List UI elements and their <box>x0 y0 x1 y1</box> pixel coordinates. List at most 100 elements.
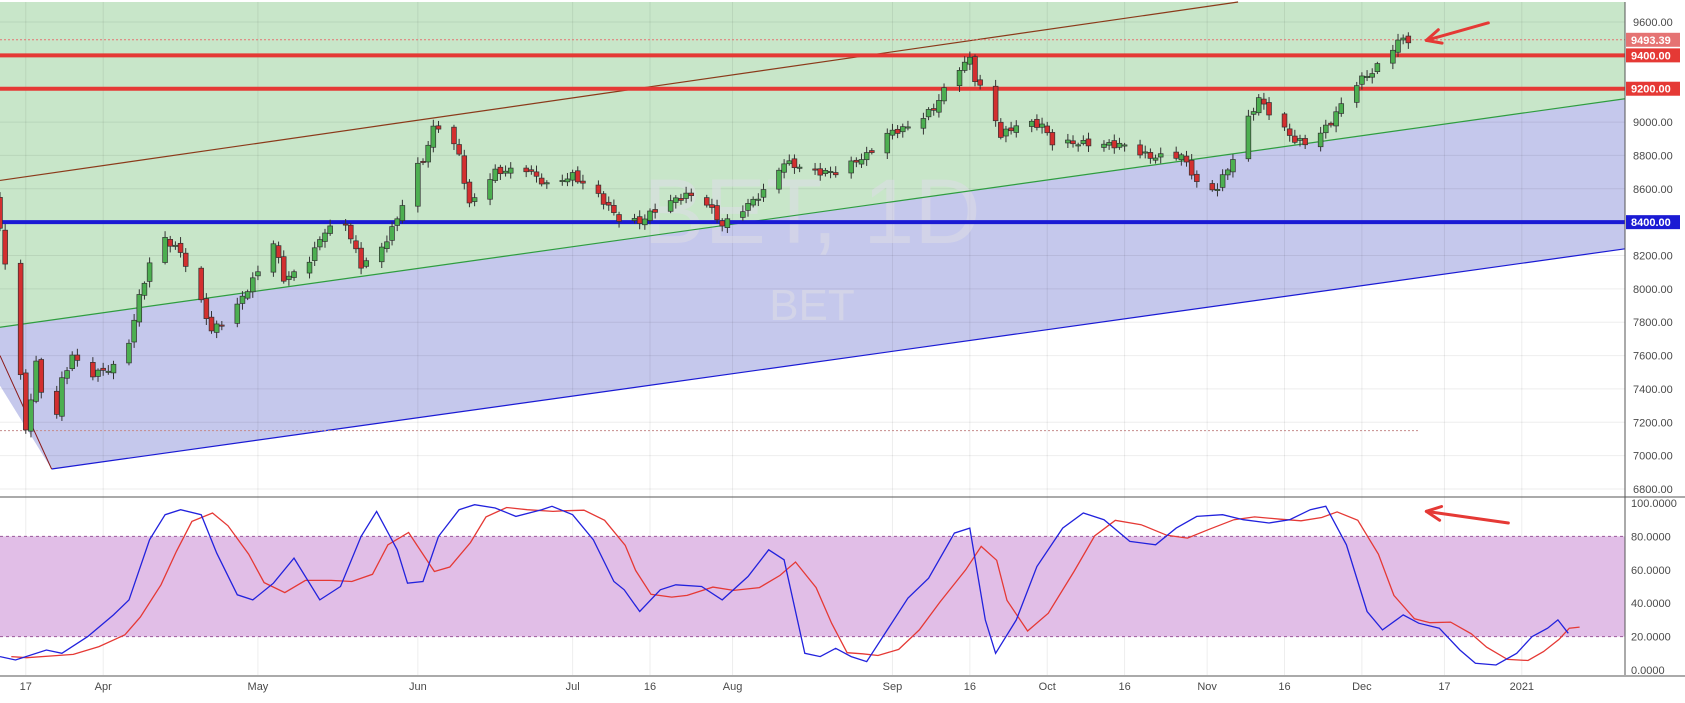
candle[interactable] <box>528 165 535 175</box>
candle[interactable] <box>471 193 478 207</box>
candle[interactable] <box>900 123 906 138</box>
candle[interactable] <box>363 257 370 269</box>
candle[interactable] <box>502 165 509 177</box>
candle[interactable] <box>1085 132 1092 152</box>
candle[interactable] <box>1225 168 1231 180</box>
candle[interactable] <box>1250 107 1257 121</box>
candle[interactable] <box>595 180 602 198</box>
candle[interactable] <box>394 216 400 232</box>
candle[interactable] <box>451 124 457 150</box>
candle[interactable] <box>198 266 204 303</box>
candle[interactable] <box>1147 148 1154 164</box>
candle[interactable] <box>719 218 725 232</box>
candle[interactable] <box>1374 61 1381 75</box>
candle[interactable] <box>286 271 292 286</box>
candle[interactable] <box>17 259 24 380</box>
candle[interactable] <box>600 191 607 210</box>
candle[interactable] <box>105 365 112 375</box>
candle[interactable] <box>33 355 39 404</box>
candle[interactable] <box>182 248 189 273</box>
candle[interactable] <box>858 153 865 168</box>
candle[interactable] <box>925 107 932 121</box>
candle[interactable] <box>832 166 839 178</box>
candle[interactable] <box>1214 183 1221 197</box>
candle[interactable] <box>219 321 225 331</box>
candle[interactable] <box>322 228 328 248</box>
trend-line-middle[interactable] <box>0 98 1626 328</box>
candle[interactable] <box>435 120 442 133</box>
candle[interactable] <box>270 240 277 277</box>
candle[interactable] <box>38 357 45 399</box>
candle[interactable] <box>1317 126 1324 152</box>
candle[interactable] <box>244 289 251 301</box>
stochastic-pane[interactable] <box>0 496 1685 666</box>
candle[interactable] <box>559 174 566 186</box>
candle[interactable] <box>1328 121 1334 128</box>
candle[interactable] <box>564 172 571 187</box>
candle[interactable] <box>1297 134 1303 147</box>
candle[interactable] <box>250 272 256 298</box>
candle[interactable] <box>280 250 287 284</box>
candle[interactable] <box>848 156 854 179</box>
candle[interactable] <box>1219 169 1226 192</box>
candle[interactable] <box>812 162 818 175</box>
candle[interactable] <box>977 74 983 90</box>
candle[interactable] <box>327 219 333 236</box>
candle[interactable] <box>760 183 767 202</box>
candle[interactable] <box>1333 106 1339 133</box>
candle[interactable] <box>0 192 3 232</box>
candle[interactable] <box>1230 154 1236 178</box>
candle[interactable] <box>95 368 101 382</box>
candle[interactable] <box>136 289 143 327</box>
candle[interactable] <box>776 167 782 194</box>
candle[interactable] <box>869 148 875 155</box>
candle[interactable] <box>1070 135 1076 148</box>
candle[interactable] <box>203 293 210 325</box>
candle[interactable] <box>709 198 715 214</box>
candle[interactable] <box>461 149 468 190</box>
candle[interactable] <box>1028 119 1035 133</box>
candle[interactable] <box>64 367 70 385</box>
candle[interactable] <box>59 371 65 421</box>
candle[interactable] <box>1116 137 1123 150</box>
candle[interactable] <box>889 123 896 140</box>
candle[interactable] <box>1261 92 1267 110</box>
candle[interactable] <box>822 167 829 177</box>
candle[interactable] <box>399 199 406 224</box>
candle[interactable] <box>208 311 215 334</box>
candle[interactable] <box>1003 125 1009 143</box>
candle[interactable] <box>1359 72 1365 90</box>
candle[interactable] <box>740 205 746 221</box>
candle[interactable] <box>1137 139 1143 159</box>
candle[interactable] <box>930 103 937 116</box>
candle[interactable] <box>523 165 529 178</box>
candle[interactable] <box>786 154 793 166</box>
candle[interactable] <box>616 211 622 228</box>
candle[interactable] <box>90 357 96 381</box>
stoch-d-line[interactable] <box>11 506 1580 662</box>
candle[interactable] <box>358 242 364 275</box>
candle[interactable] <box>507 162 514 179</box>
candle[interactable] <box>53 385 60 419</box>
candle[interactable] <box>667 194 674 214</box>
trend-line-upper_parallel[interactable] <box>0 1 1239 182</box>
candle[interactable] <box>853 157 860 168</box>
candle[interactable] <box>745 198 751 217</box>
candle[interactable] <box>724 214 731 234</box>
candle[interactable] <box>941 83 947 105</box>
candle[interactable] <box>1075 142 1081 152</box>
stoch-k-line[interactable] <box>0 504 1569 666</box>
candle[interactable] <box>863 146 870 166</box>
candle[interactable] <box>1194 170 1200 188</box>
candle[interactable] <box>967 51 973 71</box>
candle[interactable] <box>575 166 581 184</box>
candle[interactable] <box>146 257 153 288</box>
candle[interactable] <box>177 237 184 258</box>
candle[interactable] <box>69 351 75 372</box>
candle[interactable] <box>827 166 834 179</box>
candle[interactable] <box>275 241 282 264</box>
candle[interactable] <box>1400 34 1406 45</box>
candle[interactable] <box>430 119 437 153</box>
candle[interactable] <box>1111 134 1118 154</box>
